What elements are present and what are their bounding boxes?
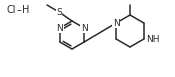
Text: –: –: [17, 5, 22, 15]
Text: NH: NH: [146, 34, 159, 44]
Text: H: H: [22, 5, 29, 15]
Text: S: S: [56, 7, 62, 16]
Text: Cl: Cl: [6, 5, 16, 15]
Text: N: N: [57, 23, 63, 32]
Text: N: N: [81, 23, 88, 32]
Text: N: N: [113, 18, 120, 27]
